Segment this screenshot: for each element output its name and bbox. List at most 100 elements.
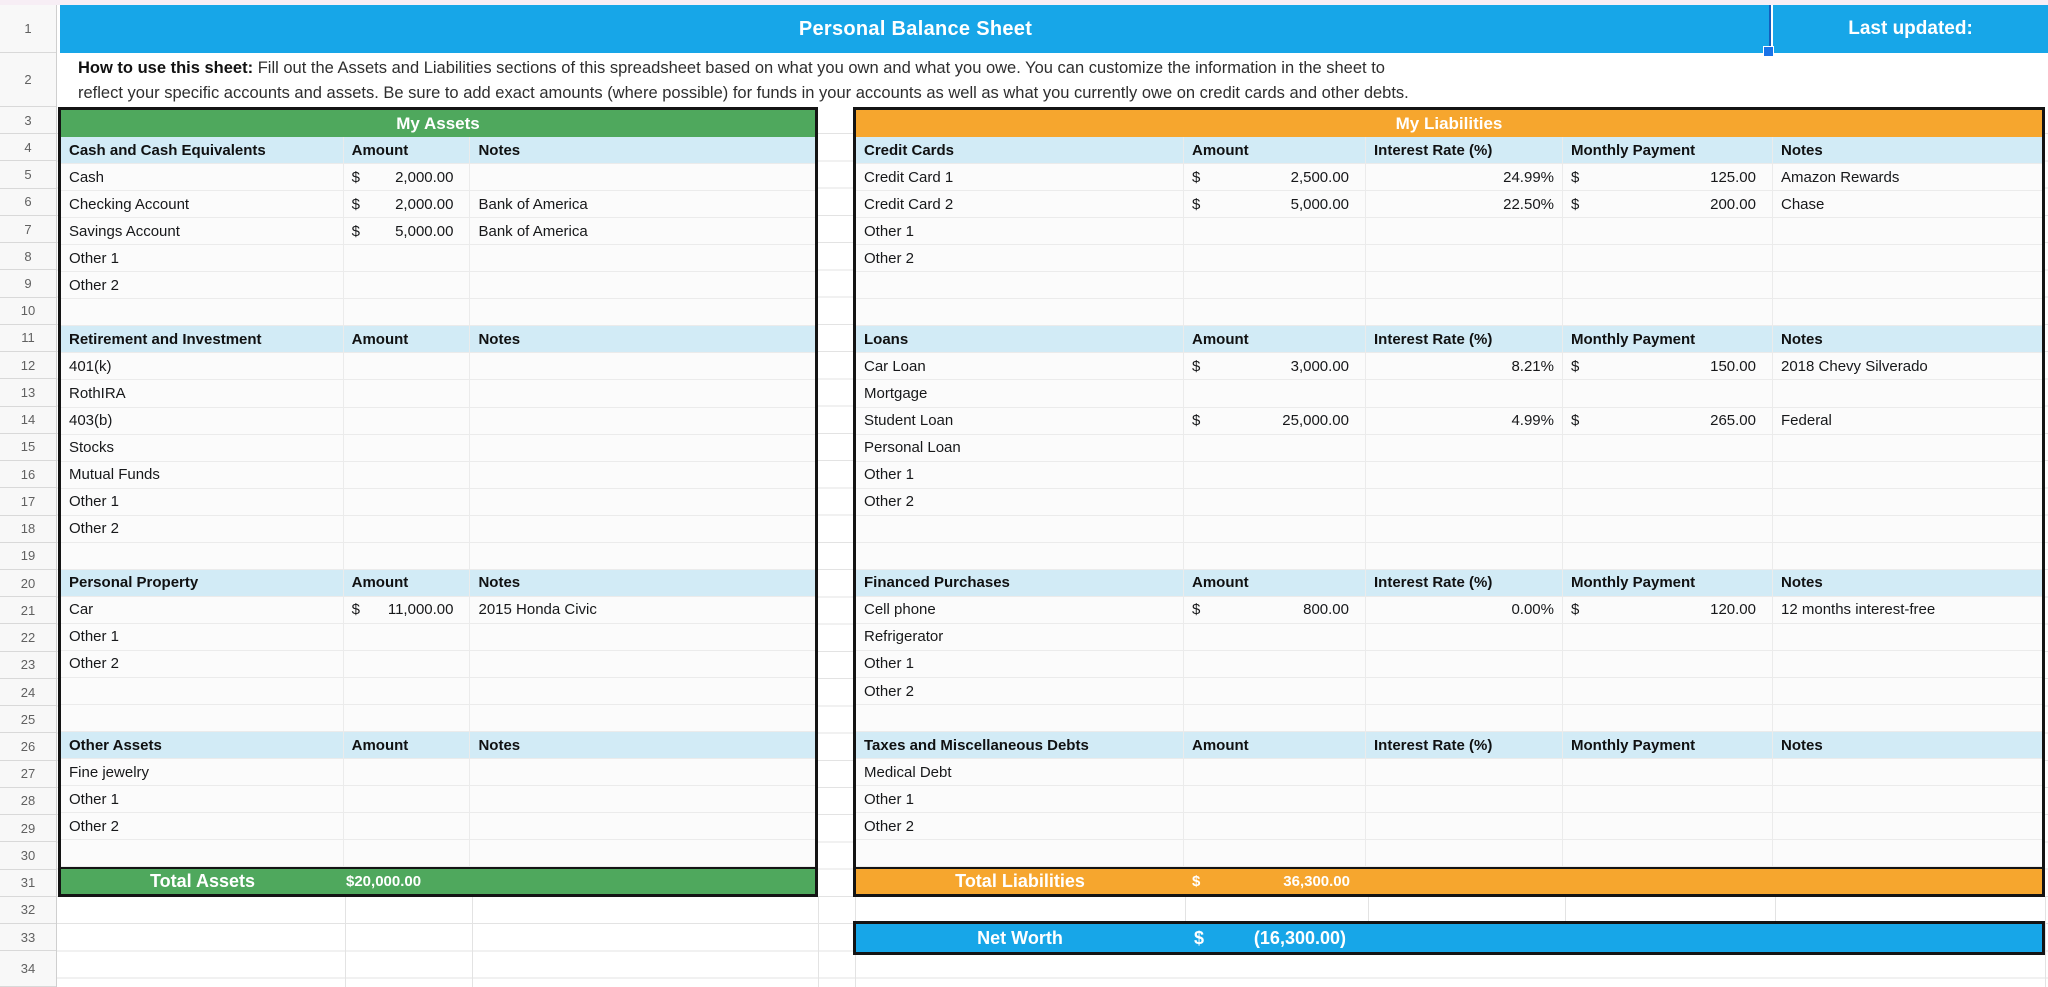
column-header[interactable]: Interest Rate (%) bbox=[1366, 326, 1563, 353]
column-header[interactable]: Taxes and Miscellaneous Debts bbox=[856, 732, 1184, 759]
monthly-payment-cell[interactable] bbox=[1563, 218, 1773, 245]
empty-cell[interactable] bbox=[1563, 299, 1773, 326]
empty-cell[interactable] bbox=[1184, 272, 1366, 299]
empty-cell[interactable] bbox=[1184, 515, 1366, 542]
item-name-cell[interactable]: Other 1 bbox=[61, 786, 344, 813]
notes-cell[interactable]: Amazon Rewards bbox=[1781, 168, 1900, 186]
item-name-cell[interactable]: Other 2 bbox=[856, 813, 1184, 840]
empty-cell[interactable] bbox=[344, 677, 471, 705]
amount-cell[interactable] bbox=[1184, 461, 1366, 488]
notes-cell[interactable] bbox=[1773, 624, 2040, 650]
empty-cell[interactable] bbox=[856, 515, 1184, 542]
row-number[interactable]: 23 bbox=[0, 652, 56, 679]
item-name-cell[interactable]: Cell phone bbox=[856, 596, 1184, 623]
notes-cell[interactable] bbox=[1773, 678, 2040, 704]
column-header[interactable]: Other Assets bbox=[61, 732, 344, 759]
amount-cell[interactable] bbox=[344, 461, 471, 488]
column-header[interactable]: Notes bbox=[478, 330, 521, 348]
row-number[interactable]: 9 bbox=[0, 270, 56, 298]
row-number[interactable]: 33 bbox=[0, 924, 56, 952]
monthly-payment-cell[interactable] bbox=[1563, 650, 1773, 677]
column-header[interactable]: Amount bbox=[344, 137, 471, 164]
table-title[interactable]: My Liabilities bbox=[856, 110, 2042, 138]
item-name-cell[interactable]: 401(k) bbox=[61, 353, 344, 380]
row-number[interactable]: 20 bbox=[0, 570, 56, 598]
item-name-cell[interactable]: Credit Card 1 bbox=[856, 164, 1184, 191]
notes-cell[interactable] bbox=[470, 272, 815, 298]
amount-cell[interactable] bbox=[1184, 380, 1366, 407]
amount-cell[interactable]: $2,000.00 bbox=[344, 191, 471, 218]
notes-cell[interactable]: 2015 Honda Civic bbox=[478, 601, 597, 619]
column-header[interactable]: Notes bbox=[478, 736, 521, 754]
column-header[interactable]: Monthly Payment bbox=[1563, 732, 1773, 759]
empty-cell[interactable] bbox=[1366, 299, 1563, 326]
interest-rate-cell[interactable]: 4.99% bbox=[1366, 407, 1563, 434]
interest-rate-cell[interactable]: 0.00% bbox=[1366, 596, 1563, 623]
item-name-cell[interactable]: Other 1 bbox=[61, 245, 344, 272]
item-name-cell[interactable]: Other 2 bbox=[61, 515, 344, 542]
row-number[interactable]: 28 bbox=[0, 788, 56, 816]
amount-cell[interactable]: $11,000.00 bbox=[344, 596, 471, 623]
notes-cell[interactable] bbox=[1773, 218, 2040, 244]
item-name-cell[interactable]: Other 1 bbox=[856, 218, 1184, 245]
column-header[interactable]: Retirement and Investment bbox=[61, 326, 344, 353]
row-number[interactable]: 34 bbox=[0, 951, 56, 987]
item-name-cell[interactable]: Other 2 bbox=[856, 677, 1184, 705]
amount-cell[interactable]: $3,000.00 bbox=[1184, 353, 1366, 380]
notes-cell[interactable] bbox=[470, 624, 815, 650]
item-name-cell[interactable]: Car Loan bbox=[856, 353, 1184, 380]
notes-cell[interactable] bbox=[1773, 245, 2040, 271]
empty-cell[interactable] bbox=[1773, 840, 2040, 866]
item-name-cell[interactable]: Other 2 bbox=[856, 245, 1184, 272]
column-header[interactable]: Notes bbox=[1781, 736, 1823, 754]
amount-cell[interactable] bbox=[344, 650, 471, 677]
item-name-cell[interactable]: Student Loan bbox=[856, 407, 1184, 434]
empty-cell[interactable] bbox=[1773, 705, 2040, 731]
empty-cell[interactable] bbox=[1563, 840, 1773, 867]
column-header[interactable]: Amount bbox=[344, 326, 471, 353]
row-number[interactable]: 10 bbox=[0, 298, 56, 325]
monthly-payment-cell[interactable]: $150.00 bbox=[1563, 353, 1773, 380]
monthly-payment-cell[interactable] bbox=[1563, 786, 1773, 813]
net-worth-amount-cell[interactable]: $ (16,300.00) bbox=[1184, 928, 1366, 949]
row-number[interactable]: 5 bbox=[0, 161, 56, 189]
amount-cell[interactable] bbox=[344, 759, 471, 786]
column-header[interactable]: Monthly Payment bbox=[1563, 137, 1773, 164]
monthly-payment-cell[interactable] bbox=[1563, 677, 1773, 705]
last-updated-cell[interactable]: Last updated: bbox=[1773, 5, 2048, 53]
empty-cell[interactable] bbox=[1563, 515, 1773, 542]
column-header[interactable]: Amount bbox=[1184, 137, 1366, 164]
empty-cell[interactable] bbox=[1366, 542, 1563, 569]
interest-rate-cell[interactable] bbox=[1366, 380, 1563, 407]
empty-cell[interactable] bbox=[470, 299, 815, 325]
interest-rate-cell[interactable] bbox=[1366, 434, 1563, 461]
row-number[interactable]: 8 bbox=[0, 243, 56, 271]
empty-cell[interactable] bbox=[344, 542, 471, 569]
notes-cell[interactable] bbox=[470, 462, 815, 488]
row-number[interactable]: 15 bbox=[0, 434, 56, 462]
column-header[interactable]: Monthly Payment bbox=[1563, 326, 1773, 353]
table-title[interactable]: My Assets bbox=[61, 110, 815, 138]
amount-cell[interactable] bbox=[1184, 786, 1366, 813]
notes-cell[interactable] bbox=[1773, 380, 2040, 406]
notes-cell[interactable] bbox=[1773, 759, 2040, 785]
item-name-cell[interactable]: Cash bbox=[61, 164, 344, 191]
item-name-cell[interactable]: Other 1 bbox=[61, 488, 344, 515]
notes-cell[interactable] bbox=[470, 408, 815, 434]
amount-cell[interactable]: $2,000.00 bbox=[344, 164, 471, 191]
column-header[interactable]: Interest Rate (%) bbox=[1366, 732, 1563, 759]
row-number[interactable]: 31 bbox=[0, 870, 56, 897]
row-number[interactable]: 25 bbox=[0, 706, 56, 734]
item-name-cell[interactable]: Stocks bbox=[61, 434, 344, 461]
row-number[interactable]: 22 bbox=[0, 624, 56, 652]
column-header[interactable]: Financed Purchases bbox=[856, 569, 1184, 596]
column-header[interactable]: Interest Rate (%) bbox=[1366, 137, 1563, 164]
item-name-cell[interactable]: Car bbox=[61, 596, 344, 623]
item-name-cell[interactable]: Other 2 bbox=[856, 488, 1184, 515]
notes-cell[interactable] bbox=[1773, 651, 2040, 677]
item-name-cell[interactable]: Fine jewelry bbox=[61, 759, 344, 786]
row-number[interactable]: 26 bbox=[0, 733, 56, 761]
empty-cell[interactable] bbox=[856, 299, 1184, 326]
selection-fill-handle[interactable] bbox=[1763, 46, 1774, 57]
interest-rate-cell[interactable] bbox=[1366, 677, 1563, 705]
